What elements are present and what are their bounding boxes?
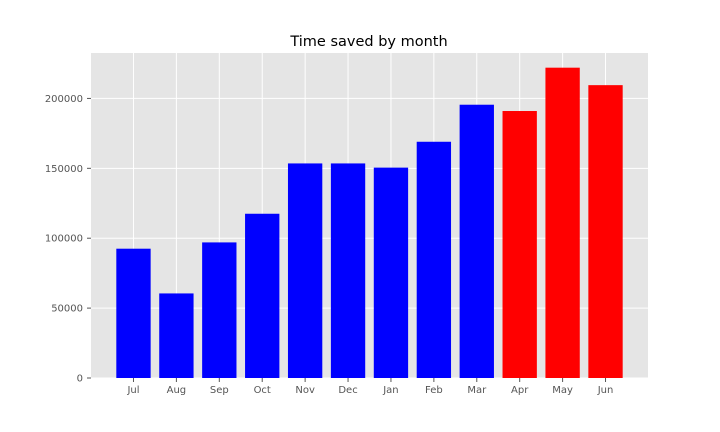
bar-dec — [330, 163, 366, 378]
y-tick-label: 100000 — [45, 234, 83, 245]
x-tick-label: Aug — [167, 385, 187, 396]
x-tick-label: Jul — [126, 385, 139, 396]
x-tick-label: May — [552, 385, 573, 396]
x-tick-label: Jan — [382, 385, 398, 396]
bar-jan — [373, 167, 409, 378]
bar-sep — [202, 242, 237, 378]
bar-feb — [416, 141, 452, 378]
x-tick-label: Apr — [511, 385, 529, 396]
x-tick-label: Jun — [597, 385, 614, 396]
x-tick-label: Nov — [295, 385, 315, 396]
y-tick-label: 200000 — [45, 94, 83, 105]
bar-nov — [287, 163, 323, 378]
y-tick-label: 150000 — [45, 164, 83, 175]
chart-title: Time saved by month — [289, 34, 447, 50]
y-tick-label: 0 — [77, 374, 83, 385]
x-tick-label: Dec — [338, 385, 357, 396]
bar-mar — [459, 104, 494, 378]
bar-may — [545, 67, 580, 378]
y-axis-ticks: 0 50000 100000 150000 200000 — [45, 94, 91, 385]
bar-oct — [245, 213, 280, 378]
bar-jun — [588, 85, 623, 378]
x-axis-ticks: Jul Aug Sep Oct Nov Dec Jan Feb Mar Apr May Jun — [126, 378, 613, 396]
x-tick-label: Oct — [254, 385, 271, 396]
y-tick-label: 50000 — [51, 304, 83, 315]
bar-aug — [159, 293, 194, 378]
bar-jul — [116, 248, 151, 378]
x-tick-label: Sep — [210, 385, 229, 396]
bars — [116, 67, 623, 379]
bar-apr — [502, 111, 537, 379]
x-tick-label: Mar — [467, 385, 487, 396]
x-tick-label: Feb — [425, 385, 443, 396]
